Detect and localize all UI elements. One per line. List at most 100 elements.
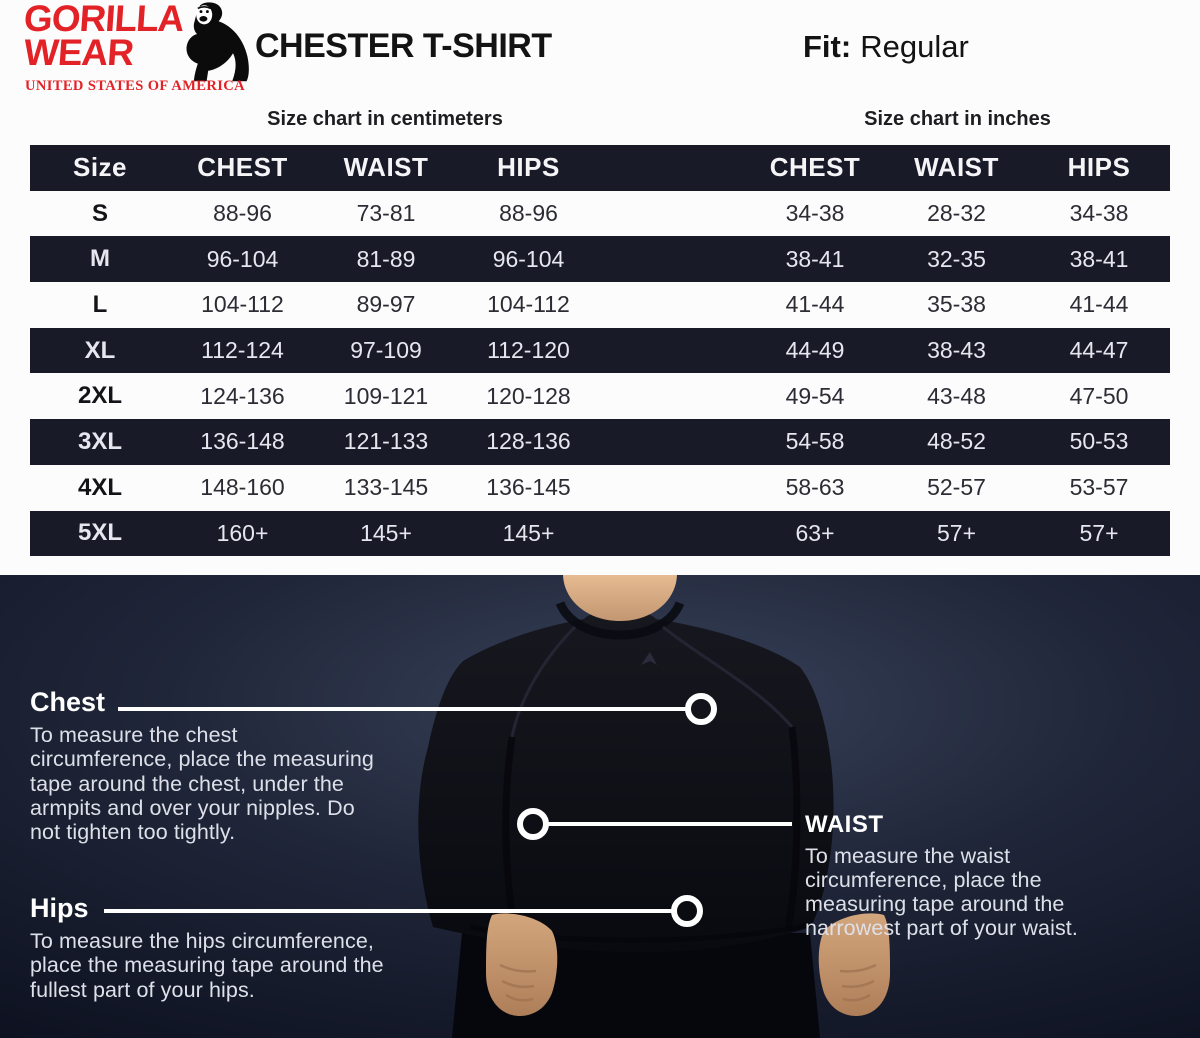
table-row-xl: XL 112-124 97-109 112-120 44-49 38-43 44…	[30, 327, 1170, 374]
fit-label: Fit:	[803, 29, 852, 64]
model-right-hand	[818, 913, 890, 1017]
shirt	[418, 610, 834, 952]
spacer-cell	[600, 465, 745, 511]
measurement-cell: 112-120	[487, 337, 570, 364]
model-left-hand	[486, 913, 558, 1017]
waist-instructions: WAIST To measure the waist circumference…	[805, 811, 1097, 941]
measurement-cell: 88-96	[499, 200, 558, 227]
measurement-cell: 133-145	[343, 474, 429, 501]
measurement-cell: 73-81	[356, 200, 416, 227]
measurement-cell: 28-32	[927, 200, 986, 227]
measurement-cell: 35-38	[927, 291, 986, 318]
measurement-cell: 52-57	[927, 474, 986, 501]
measurement-cell: 104-112	[201, 291, 284, 318]
table-header-row: Size CHEST WAIST HIPS CHEST WAIST HIPS	[30, 145, 1170, 191]
size-cell: S	[91, 199, 108, 227]
measurement-cell: 34-38	[785, 200, 845, 227]
header-chest-cm: CHEST	[197, 152, 288, 183]
measurement-cell: 89-97	[356, 291, 416, 318]
chest-title: Chest	[30, 687, 106, 717]
measurement-cell: 121-133	[343, 428, 429, 455]
chest-instructions: Chest To measure the chest circumference…	[30, 687, 385, 844]
header-hips-cm: HIPS	[497, 152, 560, 183]
in-chart-title: Size chart in inches	[864, 108, 1051, 130]
spacer-cell	[600, 328, 745, 374]
header-size: Size	[72, 152, 128, 183]
size-cell: 3XL	[77, 427, 122, 455]
measurement-cell: 57+	[936, 519, 976, 546]
measurement-cell: 88-96	[213, 200, 272, 227]
spacer-cell	[600, 373, 745, 419]
measurement-cell: 112-124	[201, 337, 284, 364]
measurement-cell: 136-148	[200, 428, 285, 455]
table-row-4xl: 4XL 148-160 133-145 136-145 58-63 52-57 …	[30, 464, 1170, 511]
measurement-cell: 148-160	[200, 474, 285, 501]
table-row-m: M 96-104 81-89 96-104 38-41 32-35 38-41	[30, 236, 1170, 283]
model-neck	[563, 575, 677, 621]
header-hips-in: HIPS	[1067, 152, 1131, 183]
measurement-cell: 44-49	[785, 337, 845, 364]
gorilla-icon	[186, 2, 249, 82]
left-hand-fingers	[499, 963, 537, 1002]
spacer-cell	[600, 511, 745, 557]
raglan-seam-left	[510, 625, 577, 738]
spacer-cell	[600, 236, 745, 282]
size-cell: 5XL	[77, 519, 122, 547]
measurement-cell: 43-48	[927, 382, 986, 409]
header-waist-cm: WAIST	[343, 152, 429, 183]
measurement-cell: 81-89	[356, 245, 416, 272]
measurement-cell: 104-112	[487, 291, 570, 318]
model-photo	[0, 575, 1200, 1038]
header-chest-in: CHEST	[769, 152, 861, 183]
logo-tagline: UNITED STATES OF AMERICA	[25, 78, 246, 94]
size-cell: XL	[84, 336, 116, 364]
waist-title: WAIST	[805, 811, 884, 838]
measurement-cell: 47-50	[1069, 382, 1129, 409]
raglan-seam-right	[662, 625, 794, 728]
measurement-cell: 63+	[795, 519, 835, 546]
measurement-cell: 145+	[360, 519, 412, 546]
measurement-cell: 128-136	[486, 428, 571, 455]
measurement-cell: 109-121	[343, 382, 429, 409]
size-cell: 4XL	[77, 473, 122, 501]
right-hand-fingers	[839, 963, 877, 1002]
measurement-cell: 41-44	[1069, 291, 1129, 318]
measurement-cell: 53-57	[1069, 474, 1129, 501]
measurement-cell: 38-41	[1069, 245, 1129, 272]
measurement-cell: 124-136	[200, 382, 285, 409]
measurement-cell: 97-109	[350, 337, 422, 364]
measurement-cell: 120-128	[486, 382, 571, 409]
measurement-cell: 32-35	[927, 245, 986, 272]
hips-text: To measure the hips circumference, place…	[30, 929, 384, 1002]
gorilla-wear-logo: GORILLA WEAR UNITED STATES OF AMERICA	[23, 0, 249, 98]
size-cell: 2XL	[77, 382, 122, 410]
hips-instructions: Hips To measure the hips circumference, …	[30, 893, 398, 1002]
size-cell: M	[90, 245, 110, 273]
spacer-cell	[600, 419, 745, 465]
header-spacer	[600, 145, 745, 191]
spacer-cell	[600, 191, 745, 237]
measurement-cell: 136-145	[486, 474, 571, 501]
measurement-cell: 50-53	[1069, 428, 1129, 455]
measurement-cell: 41-44	[785, 291, 845, 318]
measurement-cell: 54-58	[785, 428, 845, 455]
waist-text: To measure the waist circumference, plac…	[805, 843, 1078, 941]
table-row-s: S 88-96 73-81 88-96 34-38 28-32 34-38	[30, 190, 1170, 237]
arm-shading-right	[784, 726, 801, 929]
table-row-5xl: 5XL 160+ 145+ 145+ 63+ 57+ 57+	[30, 510, 1170, 557]
measurement-cell: 48-52	[927, 428, 986, 455]
chest-logo-mark	[641, 652, 657, 665]
fit-value: Regular	[860, 29, 969, 64]
measurement-cell: 49-54	[785, 382, 845, 409]
measurement-cell: 57+	[1079, 519, 1119, 546]
size-table: Size CHEST WAIST HIPS CHEST WAIST HIPS S…	[30, 145, 1170, 557]
measurement-cell: 44-47	[1069, 337, 1129, 364]
fit-indicator: Fit: Regular	[803, 29, 969, 65]
table-row-3xl: 3XL 136-148 121-133 128-136 54-58 48-52 …	[30, 419, 1170, 465]
spacer-cell	[600, 282, 745, 328]
size-cell: L	[92, 290, 108, 318]
cm-chart-title: Size chart in centimeters	[267, 108, 503, 130]
measurement-cell: 160+	[216, 519, 269, 546]
chest-text: To measure the chest circumference, plac…	[30, 723, 374, 845]
